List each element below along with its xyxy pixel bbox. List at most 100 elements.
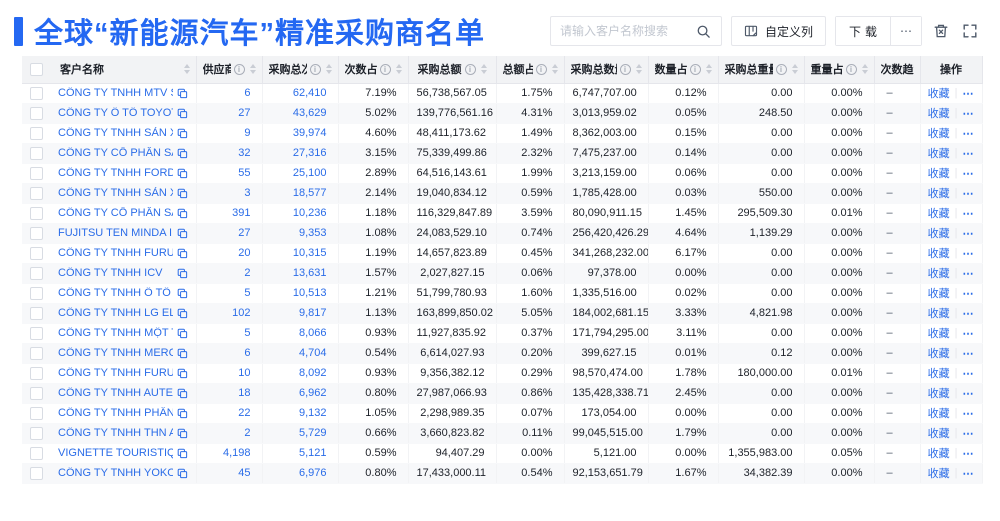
- row-checkbox[interactable]: [29, 386, 43, 400]
- favorite-link[interactable]: 收藏: [927, 448, 950, 460]
- supplier-count-link[interactable]: 20: [238, 247, 251, 259]
- row-more-link[interactable]: ⋯: [962, 247, 975, 260]
- col-header-quantity-share[interactable]: 数量占比i: [648, 56, 719, 84]
- customer-name-link[interactable]: CÔNG TY TNHH MTV SẢN XUẤ...: [58, 87, 173, 99]
- row-checkbox[interactable]: [29, 126, 43, 140]
- row-checkbox[interactable]: [29, 166, 43, 180]
- copy-icon[interactable]: [177, 228, 188, 239]
- copy-icon[interactable]: [177, 348, 188, 359]
- select-all-checkbox[interactable]: [29, 62, 43, 76]
- row-more-link[interactable]: ⋯: [962, 387, 975, 400]
- favorite-link[interactable]: 收藏: [927, 208, 950, 220]
- favorite-link[interactable]: 收藏: [927, 288, 950, 300]
- toolbar-more-button[interactable]: ⋯: [890, 17, 921, 45]
- customer-name-link[interactable]: CÔNG TY TNHH SẢN XUẤT VÀ ...: [58, 127, 173, 139]
- purchase-count-link[interactable]: 27,316: [292, 147, 327, 159]
- favorite-link[interactable]: 收藏: [927, 428, 950, 440]
- purchase-count-link[interactable]: 6,962: [298, 387, 327, 399]
- info-icon[interactable]: i: [379, 63, 391, 75]
- row-checkbox[interactable]: [29, 346, 43, 360]
- purchase-count-link[interactable]: 4,704: [298, 347, 327, 359]
- customer-name-link[interactable]: CÔNG TY TNHH FURUKAWA A...: [58, 247, 173, 259]
- info-icon[interactable]: i: [845, 63, 857, 75]
- sort-icon[interactable]: [791, 64, 798, 75]
- supplier-count-link[interactable]: 27: [238, 107, 251, 119]
- favorite-link[interactable]: 收藏: [927, 128, 950, 140]
- purchase-count-link[interactable]: 10,315: [292, 247, 327, 259]
- col-header-purchase-amount[interactable]: 采购总额 i: [408, 56, 497, 84]
- supplier-count-link[interactable]: 5: [244, 327, 251, 339]
- customer-name-link[interactable]: FUJITSU TEN MINDA INDIA PVT...: [58, 227, 173, 239]
- purchase-count-link[interactable]: 10,236: [292, 207, 327, 219]
- supplier-count-link[interactable]: 102: [232, 307, 251, 319]
- purchase-count-link[interactable]: 25,100: [292, 167, 327, 179]
- favorite-link[interactable]: 收藏: [927, 468, 950, 480]
- info-icon[interactable]: i: [619, 63, 631, 75]
- purchase-count-link[interactable]: 10,513: [292, 287, 327, 299]
- row-more-link[interactable]: ⋯: [962, 367, 975, 380]
- copy-icon[interactable]: [177, 148, 188, 159]
- supplier-count-link[interactable]: 9: [244, 127, 251, 139]
- info-icon[interactable]: i: [309, 63, 321, 75]
- favorite-link[interactable]: 收藏: [927, 168, 950, 180]
- row-checkbox[interactable]: [29, 226, 43, 240]
- row-more-link[interactable]: ⋯: [962, 267, 975, 280]
- copy-icon[interactable]: [177, 248, 188, 259]
- customer-name-link[interactable]: CÔNG TY TNHH Ô TÔ MITSUBI...: [58, 287, 173, 299]
- row-more-link[interactable]: ⋯: [962, 147, 975, 160]
- favorite-link[interactable]: 收藏: [927, 108, 950, 120]
- favorite-link[interactable]: 收藏: [927, 408, 950, 420]
- col-header-amount-share[interactable]: 总额占比i: [496, 56, 565, 84]
- purchase-count-link[interactable]: 18,577: [292, 187, 327, 199]
- copy-icon[interactable]: [177, 208, 188, 219]
- copy-icon[interactable]: [177, 88, 188, 99]
- customer-name-link[interactable]: CÔNG TY TNHH THN AUTOPAR...: [58, 427, 173, 439]
- sort-icon[interactable]: [705, 64, 712, 75]
- sort-icon[interactable]: [325, 64, 332, 75]
- supplier-count-link[interactable]: 5: [244, 287, 251, 299]
- row-checkbox[interactable]: [29, 86, 43, 100]
- row-more-link[interactable]: ⋯: [962, 287, 975, 300]
- customer-name-link[interactable]: CÔNG TY TNHH MỘT THÀNH V...: [58, 327, 173, 339]
- favorite-link[interactable]: 收藏: [927, 88, 950, 100]
- info-icon[interactable]: i: [775, 63, 787, 75]
- supplier-count-link[interactable]: 10: [238, 367, 251, 379]
- supplier-count-link[interactable]: 18: [238, 387, 251, 399]
- favorite-link[interactable]: 收藏: [927, 388, 950, 400]
- col-header-purchase-weight[interactable]: 采购总重量i: [718, 56, 805, 84]
- customer-name-link[interactable]: CÔNG TY TNHH SẢN XUẤT VÀ ...: [58, 187, 173, 199]
- favorite-link[interactable]: 收藏: [927, 248, 950, 260]
- col-header-count-share[interactable]: 次数占比i: [338, 56, 409, 84]
- customer-name-link[interactable]: CÔNG TY TNHH FURUKAWA A...: [58, 367, 173, 379]
- copy-icon[interactable]: [177, 288, 188, 299]
- customer-name-link[interactable]: CÔNG TY TNHH FORD VIỆT NAM: [58, 167, 173, 179]
- favorite-link[interactable]: 收藏: [927, 368, 950, 380]
- row-more-link[interactable]: ⋯: [962, 347, 975, 360]
- favorite-link[interactable]: 收藏: [927, 228, 950, 240]
- purchase-count-link[interactable]: 8,066: [298, 327, 327, 339]
- favorite-link[interactable]: 收藏: [927, 348, 950, 360]
- col-header-weight-share[interactable]: 重量占比i: [804, 56, 875, 84]
- supplier-count-link[interactable]: 22: [238, 407, 251, 419]
- row-more-link[interactable]: ⋯: [962, 447, 975, 460]
- row-checkbox[interactable]: [29, 466, 43, 480]
- info-icon[interactable]: i: [464, 63, 476, 75]
- col-header-purchase-count[interactable]: 采购总次数i: [262, 56, 339, 84]
- copy-icon[interactable]: [177, 268, 188, 279]
- supplier-count-link[interactable]: 3: [244, 187, 251, 199]
- copy-icon[interactable]: [177, 428, 188, 439]
- row-more-link[interactable]: ⋯: [962, 107, 975, 120]
- purchase-count-link[interactable]: 9,132: [298, 407, 327, 419]
- purchase-count-link[interactable]: 43,629: [292, 107, 327, 119]
- row-more-link[interactable]: ⋯: [962, 187, 975, 200]
- favorite-link[interactable]: 收藏: [927, 268, 950, 280]
- customer-name-link[interactable]: VIGNETTE TOURISTIQUE G UNI...: [58, 447, 173, 459]
- copy-icon[interactable]: [177, 368, 188, 379]
- supplier-count-link[interactable]: 391: [232, 207, 251, 219]
- copy-icon[interactable]: [177, 468, 188, 479]
- customize-columns-button[interactable]: 自定义列: [730, 16, 826, 46]
- supplier-count-link[interactable]: 32: [238, 147, 251, 159]
- customer-name-link[interactable]: CÔNG TY CỔ PHẦN SẢN XUẤT...: [58, 207, 173, 219]
- sort-icon[interactable]: [395, 64, 402, 75]
- row-checkbox[interactable]: [29, 186, 43, 200]
